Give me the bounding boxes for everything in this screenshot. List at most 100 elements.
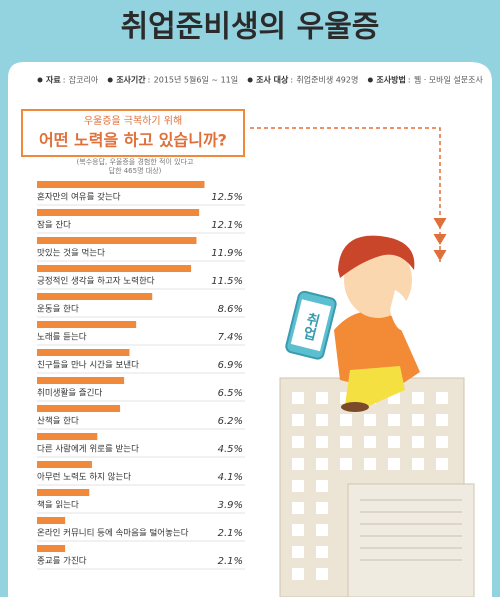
arrow-heads <box>433 217 447 261</box>
category-label: 책을 읽는다 <box>37 500 79 511</box>
window <box>340 436 352 448</box>
info-separator: : <box>63 76 66 85</box>
bar <box>37 181 205 188</box>
info-text: 취업준비생 492명 <box>296 75 358 85</box>
category-label: 종교를 가진다 <box>37 556 87 567</box>
annotation: 답한 465명 대상) <box>109 166 162 175</box>
info-label: 조사방법 <box>376 75 405 85</box>
window <box>316 502 328 514</box>
window <box>412 414 424 426</box>
window <box>316 568 328 580</box>
window <box>316 546 328 558</box>
bar <box>37 517 66 524</box>
value-label: 11.9% <box>211 248 243 259</box>
value-label: 6.2% <box>218 416 243 427</box>
bar <box>37 433 98 440</box>
category-label: 혼자만의 여유를 갖는다 <box>37 192 121 203</box>
value-label: 3.9% <box>218 500 243 511</box>
window <box>316 414 328 426</box>
window <box>316 392 328 404</box>
bar <box>37 461 92 468</box>
category-label: 맛있는 것을 먹는다 <box>37 248 105 259</box>
window <box>364 458 376 470</box>
window <box>364 436 376 448</box>
info-label: 자료 <box>46 75 61 85</box>
window <box>292 392 304 404</box>
window <box>316 524 328 536</box>
windows <box>292 392 448 580</box>
info-label: 조사기간 <box>116 75 146 85</box>
info-text: 웹 · 모바일 설문조사 <box>414 75 484 85</box>
bar <box>37 377 125 384</box>
window <box>436 458 448 470</box>
phone-screen <box>290 299 332 352</box>
window <box>388 436 400 448</box>
window <box>292 414 304 426</box>
value-label: 2.1% <box>218 528 243 539</box>
category-label: 산책을 한다 <box>37 416 79 427</box>
value-label: 12.1% <box>211 220 243 231</box>
info-line: 자료: 잡코리아 조사기간:2015년 5월6일 ~ 11일 조사 대상: 취업준비생 … <box>37 75 484 85</box>
category-label: 노래를 듣는다 <box>37 333 87 343</box>
front-stripes <box>360 499 462 561</box>
window <box>364 414 376 426</box>
shoe <box>341 402 369 412</box>
bar <box>37 209 200 216</box>
bar <box>37 349 130 356</box>
category-label: 취미생활을 즐긴다 <box>37 388 102 399</box>
window <box>292 546 304 558</box>
category-label: 아무런 노력도 하지 않는다 <box>37 472 131 483</box>
window <box>316 436 328 448</box>
category-label: 운동을 한다 <box>37 305 79 315</box>
window <box>436 392 448 404</box>
info-separator: : <box>148 76 151 85</box>
window <box>436 436 448 448</box>
legs <box>345 366 405 410</box>
bar <box>37 237 197 244</box>
value-label: 4.1% <box>218 472 243 483</box>
category-label: 긍정적인 생각을 하고자 노력한다 <box>37 276 155 287</box>
value-label: 12.5% <box>211 192 243 203</box>
window <box>316 480 328 492</box>
question-box <box>21 109 245 157</box>
window <box>436 414 448 426</box>
phone <box>285 290 337 360</box>
bar <box>37 545 66 552</box>
bar <box>37 405 121 412</box>
window <box>292 458 304 470</box>
phone-text: 취업 <box>299 311 322 343</box>
window <box>292 502 304 514</box>
bullet <box>37 77 43 83</box>
window <box>388 458 400 470</box>
subtitle: 우울증을 극복하기 위해 <box>84 114 182 127</box>
bar <box>37 321 137 328</box>
title: 취업준비생의 우울증 <box>121 10 380 45</box>
info-text: 2015년 5월6일 ~ 11일 <box>154 75 239 85</box>
window <box>292 436 304 448</box>
annotation: (복수응답, 우울증을 경험한 적이 있다고 <box>77 157 194 166</box>
info-separator: : <box>408 76 411 85</box>
window <box>316 458 328 470</box>
window <box>388 414 400 426</box>
window <box>292 568 304 580</box>
value-label: 11.5% <box>211 276 243 287</box>
category-label: 친구들을 만나 시간을 보낸다 <box>37 360 139 371</box>
value-label: 2.1% <box>218 556 243 567</box>
bullet <box>367 77 373 83</box>
window <box>412 458 424 470</box>
category-label: 온라인 커뮤니티 등에 속마음을 털어놓는다 <box>37 528 189 539</box>
window <box>412 436 424 448</box>
value-label: 6.9% <box>218 360 243 371</box>
value-label: 7.4% <box>218 332 243 343</box>
bar <box>37 265 192 272</box>
question: 어떤 노력을 하고 있습니까? <box>39 131 227 150</box>
building-front <box>347 483 475 597</box>
bar <box>37 489 90 496</box>
window <box>340 414 352 426</box>
arrow-line <box>250 127 441 262</box>
category-label: 잠을 잔다 <box>37 220 71 231</box>
tissue <box>390 290 410 331</box>
info-text: 잡코리아 <box>69 75 99 85</box>
bullet <box>107 77 113 83</box>
